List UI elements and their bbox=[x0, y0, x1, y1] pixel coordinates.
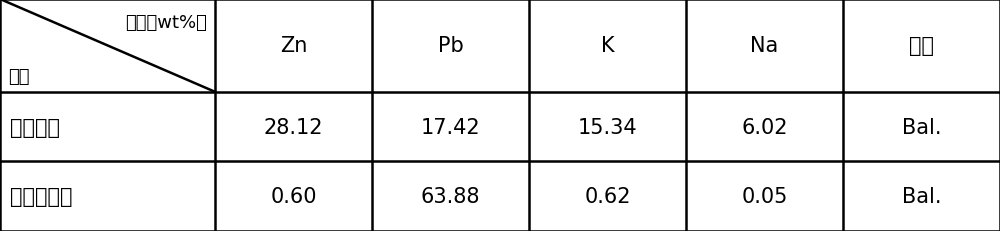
Text: Bal.: Bal. bbox=[902, 117, 941, 137]
Text: K: K bbox=[601, 36, 614, 56]
Text: 物质: 物质 bbox=[8, 67, 30, 85]
Text: 尾气粉尘: 尾气粉尘 bbox=[10, 117, 60, 137]
Text: 28.12: 28.12 bbox=[264, 117, 323, 137]
Text: 成分（wt%）: 成分（wt%） bbox=[125, 14, 207, 32]
Text: 15.34: 15.34 bbox=[578, 117, 637, 137]
Text: 氯化馓粉块: 氯化馓粉块 bbox=[10, 186, 72, 206]
Text: 6.02: 6.02 bbox=[741, 117, 788, 137]
Text: 0.62: 0.62 bbox=[584, 186, 631, 206]
Text: 0.60: 0.60 bbox=[270, 186, 317, 206]
Text: 17.42: 17.42 bbox=[421, 117, 480, 137]
Text: Zn: Zn bbox=[280, 36, 307, 56]
Text: Bal.: Bal. bbox=[902, 186, 941, 206]
Text: 其他: 其他 bbox=[909, 36, 934, 56]
Text: 63.88: 63.88 bbox=[421, 186, 480, 206]
Text: 0.05: 0.05 bbox=[741, 186, 788, 206]
Text: Pb: Pb bbox=[438, 36, 463, 56]
Text: Na: Na bbox=[750, 36, 779, 56]
